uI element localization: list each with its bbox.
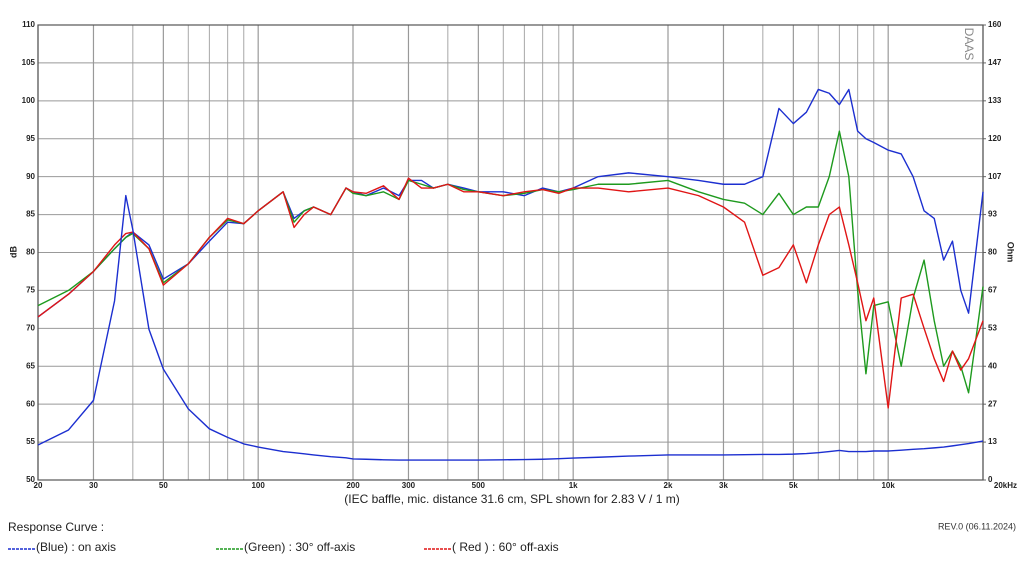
y-tick-label: 60 xyxy=(26,399,35,408)
y2-tick-label: 80 xyxy=(988,248,997,257)
x-tick-label: 5k xyxy=(789,481,798,490)
y-tick-label: 100 xyxy=(22,96,36,105)
y2-tick-label: 120 xyxy=(988,134,1002,143)
x-tick-label: 2k xyxy=(664,481,673,490)
y-tick-label: 70 xyxy=(26,323,35,332)
y2-tick-label: 133 xyxy=(988,96,1002,105)
y2-tick-label: 13 xyxy=(988,437,997,446)
y2-tick-label: 147 xyxy=(988,58,1002,67)
x-tick-label: 20kHz xyxy=(994,481,1017,490)
y-tick-label: 85 xyxy=(26,210,35,219)
response-line xyxy=(37,177,984,409)
y-tick-label: 55 xyxy=(26,437,35,446)
y-tick-label: 80 xyxy=(26,248,35,257)
y-tick-label: 65 xyxy=(26,361,35,370)
y-axis-label: dB xyxy=(8,246,18,258)
response-line xyxy=(37,130,984,394)
x-tick-label: 100 xyxy=(251,481,265,490)
y2-tick-label: 107 xyxy=(988,172,1002,181)
y2-axis-label: Ohm xyxy=(1006,242,1016,263)
x-tick-label: 10k xyxy=(881,481,895,490)
y-tick-label: 95 xyxy=(26,134,35,143)
y-tick-label: 105 xyxy=(22,58,36,67)
legend-title: Response Curve : xyxy=(8,520,104,534)
revision: REV.0 (06.11.2024) xyxy=(938,521,1016,531)
y2-tick-label: 93 xyxy=(988,210,997,219)
legend-label: ( Red ) : 60° off-axis xyxy=(452,540,559,554)
x-tick-label: 30 xyxy=(89,481,98,490)
x-tick-label: 20 xyxy=(34,481,43,490)
x-tick-label: 200 xyxy=(346,481,360,490)
x-tick-label: 300 xyxy=(402,481,416,490)
y2-tick-label: 40 xyxy=(988,361,997,370)
y2-tick-label: 27 xyxy=(988,399,997,408)
plot-frame xyxy=(37,24,984,481)
y-tick-label: 50 xyxy=(26,475,35,484)
x-tick-label: 1k xyxy=(569,481,578,490)
response-line xyxy=(37,88,984,318)
watermark: DAAS xyxy=(962,28,976,61)
y2-tick-label: 0 xyxy=(988,475,993,484)
y-tick-label: 90 xyxy=(26,172,35,181)
x-tick-label: 500 xyxy=(472,481,486,490)
x-tick-label: 3k xyxy=(719,481,728,490)
legend-label: (Blue) : on axis xyxy=(36,540,116,554)
x-tick-label: 50 xyxy=(159,481,168,490)
y2-tick-label: 160 xyxy=(988,20,1002,29)
legend-label: (Green) : 30° off-axis xyxy=(244,540,355,554)
caption: (IEC baffle, mic. distance 31.6 cm, SPL … xyxy=(344,492,679,506)
y-tick-label: 75 xyxy=(26,286,35,295)
y-tick-label: 110 xyxy=(22,20,35,29)
y2-tick-label: 53 xyxy=(988,323,997,332)
y2-tick-label: 67 xyxy=(988,286,997,295)
impedance-line xyxy=(37,194,984,461)
